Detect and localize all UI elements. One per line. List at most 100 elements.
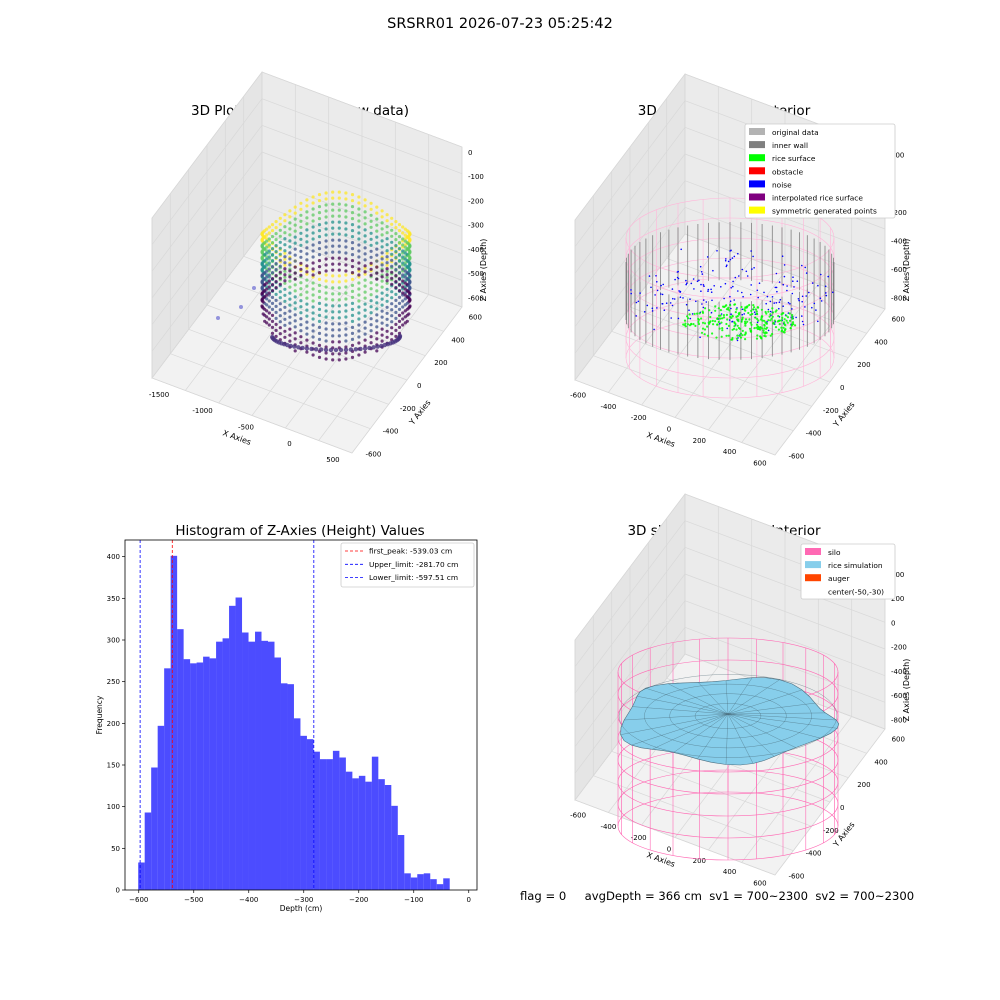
raw-point xyxy=(350,331,355,335)
raw-point xyxy=(263,289,267,293)
classify-noise-point xyxy=(729,258,732,261)
raw-point xyxy=(261,288,265,292)
raw-point xyxy=(363,270,367,274)
raw-point xyxy=(324,233,328,237)
raw-point xyxy=(267,287,271,291)
classify-rice-point xyxy=(701,311,705,314)
classify-noise-point xyxy=(728,319,731,321)
classify-noise-point xyxy=(674,278,676,281)
raw-point xyxy=(401,285,405,289)
raw-point xyxy=(390,320,394,324)
raw-point xyxy=(267,237,271,241)
raw-point xyxy=(369,275,373,279)
classify-rice-point xyxy=(708,321,712,324)
histogram-bars xyxy=(138,555,450,890)
raw-point xyxy=(407,282,411,286)
classify-rice-point xyxy=(749,321,752,324)
raw-point xyxy=(333,347,339,353)
raw-point xyxy=(369,225,373,229)
raw-point xyxy=(324,285,328,289)
histogram-bar xyxy=(216,641,223,890)
cls-ztick: -800 xyxy=(891,295,907,303)
raw-point xyxy=(288,221,292,225)
raw-point xyxy=(331,226,335,230)
simulation-mesh-line xyxy=(725,680,729,715)
raw-point xyxy=(261,236,265,240)
raw-x-axis-label: X Axies xyxy=(221,428,252,447)
raw-point xyxy=(278,234,282,238)
raw-point xyxy=(265,257,269,261)
classify-rice-point xyxy=(704,307,707,310)
histogram-bar xyxy=(190,663,197,890)
raw-point xyxy=(293,337,297,341)
raw-point xyxy=(401,293,405,297)
raw-point xyxy=(344,273,348,277)
raw-point xyxy=(350,199,355,203)
classify-rice-point xyxy=(780,313,783,316)
classify-rice-point xyxy=(709,315,712,319)
classify-rice-point xyxy=(770,317,773,320)
raw-point xyxy=(375,343,379,347)
raw-point xyxy=(397,283,402,287)
raw-point xyxy=(397,247,402,251)
raw-point xyxy=(324,227,328,231)
classify-noise-point xyxy=(774,321,777,323)
raw-point xyxy=(293,205,297,209)
sim-xtick: 600 xyxy=(753,880,766,888)
raw-xtick: 500 xyxy=(326,456,339,464)
raw-point xyxy=(408,267,412,271)
raw-point xyxy=(375,229,379,233)
raw-point xyxy=(363,350,367,354)
histogram-legend-label: first_peak: -539.03 cm xyxy=(369,547,452,556)
classify-rice-point xyxy=(763,334,766,337)
classify-rice-point xyxy=(700,331,704,334)
classify-noise-point xyxy=(734,276,737,279)
classify-noise-point xyxy=(646,304,649,307)
classify-rice-point xyxy=(781,316,784,319)
sim-gridline xyxy=(574,653,686,801)
raw-point xyxy=(265,293,269,297)
raw-point xyxy=(407,258,411,262)
histogram-bar xyxy=(268,641,275,890)
raw-point xyxy=(380,273,384,277)
cls-gridline xyxy=(611,331,812,407)
raw-point xyxy=(305,228,309,232)
raw-point xyxy=(407,296,411,300)
raw-point xyxy=(390,272,394,276)
cls-gridline xyxy=(574,153,686,301)
raw-point xyxy=(371,345,376,350)
classify-noise-point xyxy=(778,301,781,304)
raw-point xyxy=(260,239,264,243)
cls-gridline xyxy=(574,180,686,327)
histogram-bar xyxy=(280,683,288,890)
classify-noise-point xyxy=(750,250,752,252)
classify-noise-point xyxy=(700,271,703,273)
raw-point xyxy=(278,258,282,262)
raw-point xyxy=(375,217,379,221)
raw-point xyxy=(397,331,402,335)
raw-point xyxy=(263,253,267,257)
raw-ytick: -400 xyxy=(383,428,399,436)
classify-rice-point xyxy=(780,319,783,322)
raw-point xyxy=(408,299,412,303)
raw-point xyxy=(263,247,267,251)
raw-point xyxy=(357,341,361,345)
raw-point xyxy=(390,246,394,250)
sim-gridline xyxy=(684,600,886,676)
raw-point xyxy=(270,235,275,239)
raw-point xyxy=(408,304,412,308)
raw-point xyxy=(271,337,276,342)
raw-point xyxy=(314,347,319,352)
raw-point xyxy=(324,303,328,307)
raw-point xyxy=(390,278,394,282)
raw-point xyxy=(274,322,278,326)
classify-rice-point xyxy=(769,334,772,337)
raw-point xyxy=(380,227,384,231)
raw-point xyxy=(305,332,309,336)
classify-noise-point xyxy=(699,265,702,268)
classify-rice-point xyxy=(767,310,770,313)
raw-point xyxy=(344,357,348,361)
raw-point xyxy=(363,216,367,220)
classify-noise-point xyxy=(737,252,739,255)
